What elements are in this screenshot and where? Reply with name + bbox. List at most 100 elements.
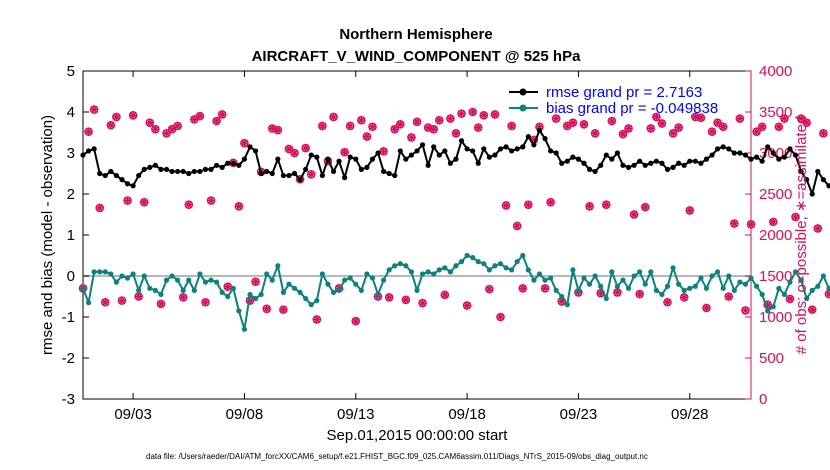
- rmse-point-55: [386, 170, 392, 177]
- obs-point-127: [785, 294, 795, 304]
- obs-point-125: [774, 122, 784, 132]
- bias-point-128: [792, 269, 799, 275]
- obs-point-58: [401, 295, 411, 305]
- bias-point-9: [130, 271, 136, 277]
- obs-point-77: [507, 121, 516, 131]
- obs-point-12: [145, 118, 155, 127]
- bias-point-59: [408, 269, 415, 275]
- bias-point-61: [419, 271, 426, 277]
- rmse-point-49: [353, 156, 359, 162]
- obs-point-69: [462, 301, 472, 310]
- bias-point-70: [470, 254, 476, 261]
- obs-point-36: [279, 305, 288, 314]
- obs-point-24: [212, 116, 221, 126]
- rmse-point-131: [809, 191, 815, 197]
- obs-point-55: [384, 293, 394, 302]
- rmse-point-110: [692, 158, 698, 164]
- bias-point-56: [392, 263, 398, 269]
- rmse-point-57: [397, 148, 403, 154]
- bias-point-60: [414, 287, 420, 293]
- x-tick-label-1: 09/08: [226, 406, 264, 423]
- left-tick-label-6: 3: [67, 145, 75, 162]
- obs-point-99: [629, 210, 639, 219]
- bias-point-34: [269, 277, 275, 283]
- bias-point-4: [102, 269, 108, 275]
- rmse-point-12: [147, 164, 153, 170]
- obs-point-64: [434, 115, 444, 125]
- rmse-point-92: [592, 168, 598, 175]
- bias-point-124: [770, 304, 776, 310]
- obs-point-59: [407, 133, 416, 142]
- rmse-point-32: [258, 170, 264, 177]
- obs-point-22: [201, 297, 210, 307]
- left-y-axis-label: rmse and bias (model - observation): [39, 115, 56, 355]
- obs-point-124: [768, 217, 778, 227]
- rmse-point-45: [330, 168, 337, 175]
- bias-point-90: [581, 275, 587, 281]
- bias-point-111: [698, 275, 704, 281]
- bias-point-113: [709, 273, 715, 279]
- obs-point-28: [234, 201, 244, 211]
- obs-point-56: [390, 124, 400, 134]
- rmse-point-3: [97, 170, 103, 177]
- bias-point-43: [319, 271, 325, 277]
- rmse-point-63: [431, 144, 437, 150]
- rmse-point-124: [770, 150, 776, 156]
- bias-point-38: [291, 285, 298, 291]
- bias-point-51: [364, 271, 370, 277]
- rmse-point-27: [230, 160, 236, 166]
- obs-point-97: [618, 129, 628, 139]
- obs-point-128: [791, 212, 800, 222]
- rmse-point-76: [503, 144, 509, 150]
- obs-point-45: [329, 112, 338, 122]
- legend-bias-label: bias grand pr = -0.049838: [546, 100, 718, 117]
- obs-point-19: [184, 200, 194, 209]
- rmse-point-46: [336, 158, 342, 164]
- rmse-point-13: [152, 162, 158, 168]
- rmse-point-126: [781, 154, 788, 160]
- bias-point-117: [731, 287, 737, 293]
- bias-point-83: [542, 277, 548, 283]
- rmse-point-113: [709, 152, 715, 158]
- obs-point-105: [663, 297, 672, 307]
- rmse-point-94: [603, 152, 609, 158]
- bias-point-71: [475, 259, 481, 265]
- bias-point-112: [703, 285, 710, 291]
- obs-point-130: [802, 118, 811, 127]
- rmse-point-35: [275, 156, 281, 162]
- bias-point-62: [425, 269, 431, 275]
- rmse-point-50: [358, 166, 364, 172]
- rmse-point-79: [520, 144, 526, 150]
- rmse-point-122: [759, 158, 765, 164]
- obs-point-104: [657, 119, 667, 128]
- bias-point-19: [186, 277, 192, 283]
- rmse-point-44: [325, 156, 331, 162]
- rmse-point-78: [514, 146, 520, 152]
- bias-point-91: [586, 281, 593, 287]
- obs-point-2: [89, 105, 99, 114]
- obs-point-63: [429, 124, 439, 134]
- bias-point-98: [625, 285, 632, 291]
- obs-point-103: [652, 112, 661, 122]
- rmse-point-88: [570, 154, 576, 160]
- obs-point-74: [490, 110, 500, 119]
- obs-point-95: [607, 116, 617, 126]
- rmse-point-38: [291, 170, 298, 177]
- bias-point-57: [397, 261, 403, 267]
- rmse-point-17: [175, 168, 181, 175]
- obs-point-47: [340, 147, 349, 157]
- obs-point-108: [679, 293, 689, 302]
- rmse-point-59: [408, 152, 415, 158]
- chart-subtitle: AIRCRAFT_V_WIND_COMPONENT @ 525 hPa: [252, 48, 582, 65]
- rmse-point-31: [252, 148, 259, 154]
- rmse-point-65: [442, 148, 448, 154]
- obs-point-90: [579, 120, 589, 129]
- rmse-point-40: [303, 166, 309, 172]
- right-y-axis-label: # of obs: o=possible; ∗=assimilated: [793, 116, 810, 355]
- rmse-point-19: [186, 170, 192, 177]
- obs-point-67: [451, 129, 461, 138]
- rmse-point-75: [497, 146, 504, 152]
- rmse-point-96: [614, 150, 621, 156]
- bias-point-49: [353, 281, 359, 287]
